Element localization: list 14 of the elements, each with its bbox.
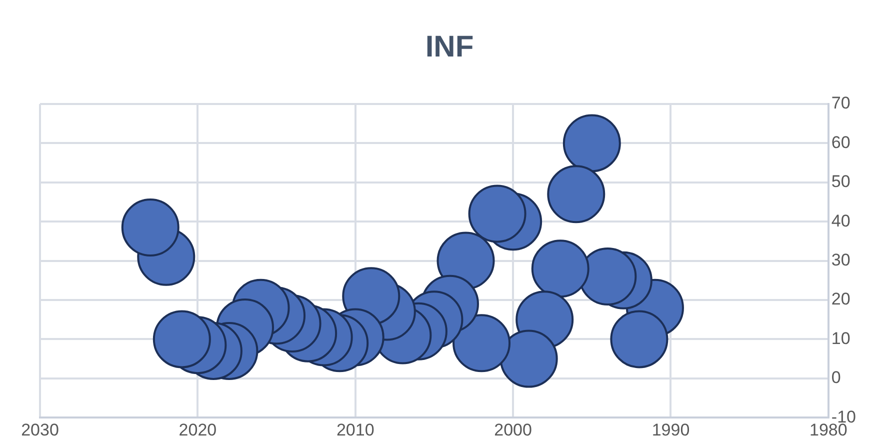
x-tick-label: 2020 [178, 420, 217, 440]
y-tick-label: 10 [831, 328, 850, 348]
y-tick-label: 30 [831, 250, 850, 270]
x-tick-label: 2000 [494, 420, 532, 440]
y-tick-label: 50 [831, 172, 850, 192]
y-tick-label: 60 [831, 132, 850, 152]
y-tick-label: 20 [831, 290, 850, 309]
x-tick-label: 1990 [652, 420, 690, 440]
x-tick-label: 2030 [21, 420, 59, 440]
y-tick-label: 70 [831, 94, 850, 113]
chart-title: INF [425, 30, 474, 64]
y-tick-label: 0 [831, 368, 841, 388]
y-tick-label: 40 [831, 211, 850, 230]
x-tick-label: 2010 [336, 420, 374, 440]
